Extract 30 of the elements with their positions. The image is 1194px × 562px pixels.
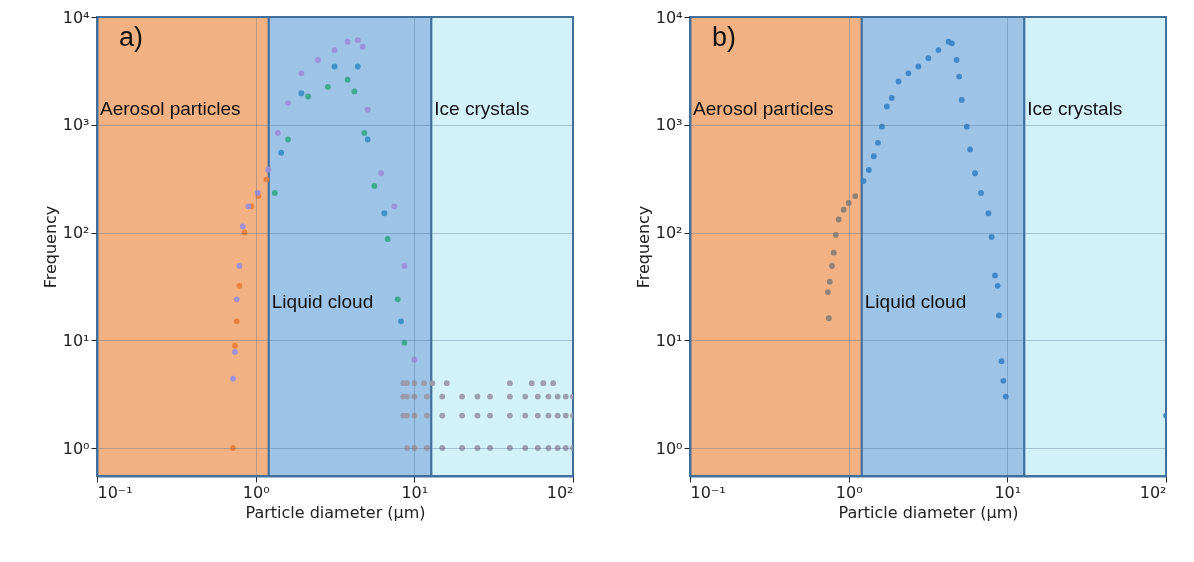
x-axis-title: Particle diameter (μm)	[838, 502, 1019, 522]
band-label: Liquid cloud	[864, 290, 967, 312]
y-tick-label: 10¹	[655, 330, 683, 350]
annotation: b)	[712, 22, 737, 52]
x-axis-title: Particle diameter (μm)	[245, 502, 426, 522]
y-tick-label: 10³	[62, 115, 90, 135]
band-label: Liquid cloud	[271, 290, 374, 312]
y-axis-title: Frequency	[40, 205, 60, 289]
band-label: Aerosol particles	[100, 97, 241, 119]
x-tick-label: 10¹	[994, 482, 1022, 502]
x-tick-label: 10¹	[401, 482, 429, 502]
band-label: Aerosol particles	[693, 97, 834, 119]
y-axis-title: Frequency	[633, 205, 653, 289]
y-tick-label: 10¹	[62, 330, 90, 350]
x-tick-label: 10⁻¹	[97, 482, 133, 502]
y-tick-label: 10⁰	[62, 438, 90, 458]
y-tick-label: 10⁴	[655, 7, 683, 27]
annotation: a)	[119, 22, 144, 52]
x-tick-label: 10⁰	[835, 482, 863, 502]
y-tick-label: 10³	[655, 115, 683, 135]
y-tick-label: 10⁰	[655, 438, 683, 458]
y-tick-label: 10²	[655, 223, 683, 243]
band-label: Ice crystals	[434, 97, 530, 119]
band-label: Ice crystals	[1027, 97, 1123, 119]
x-tick-label: 10⁰	[242, 482, 270, 502]
y-tick-label: 10⁴	[62, 7, 90, 27]
x-tick-label: 10⁻¹	[690, 482, 726, 502]
x-tick-label: 10²	[1139, 482, 1167, 502]
y-tick-label: 10²	[62, 223, 90, 243]
x-tick-label: 10²	[546, 482, 574, 502]
